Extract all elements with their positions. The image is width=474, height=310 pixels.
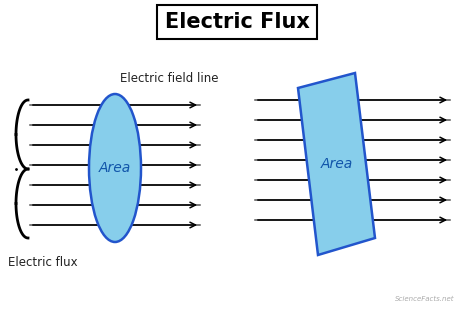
Text: ScienceFacts.net: ScienceFacts.net bbox=[394, 296, 454, 302]
Text: Electric Flux: Electric Flux bbox=[164, 12, 310, 32]
Ellipse shape bbox=[89, 94, 141, 242]
Text: Electric field line: Electric field line bbox=[120, 72, 219, 85]
Polygon shape bbox=[298, 73, 375, 255]
Text: Electric flux: Electric flux bbox=[8, 256, 78, 269]
Text: Area: Area bbox=[99, 161, 131, 175]
Text: Area: Area bbox=[320, 157, 353, 171]
